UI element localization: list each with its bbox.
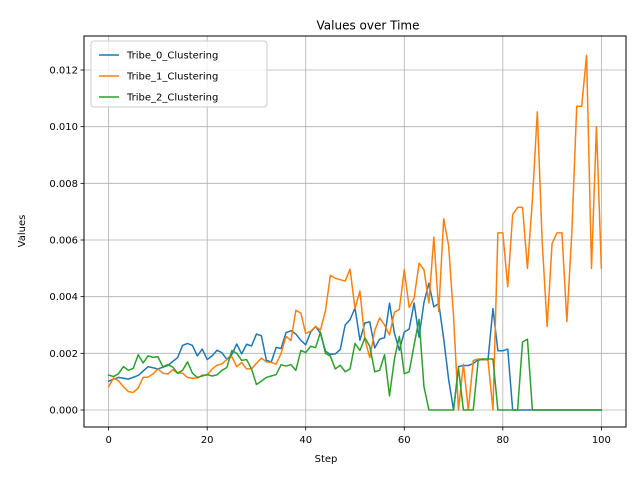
plot-frame (83, 35, 627, 428)
y-tick-label: 0.004 (49, 292, 78, 303)
x-tick-label: 20 (201, 435, 214, 446)
series-line-2 (107, 318, 603, 411)
y-tick-label: 0.012 (49, 66, 78, 77)
grid (84, 36, 626, 427)
x-tick-label: 100 (592, 435, 611, 446)
series-line-0 (107, 282, 603, 411)
x-axis: 0 20 40 60 80 100 (105, 427, 611, 446)
x-axis-label: Step (315, 454, 338, 465)
x-tick-label: 0 (105, 435, 111, 446)
series-line-1 (107, 54, 603, 411)
y-tick-label: 0.008 (49, 179, 78, 190)
y-tick-label: 0.006 (49, 236, 78, 247)
series-lines (107, 54, 603, 411)
y-tick-label: 0.010 (49, 122, 78, 133)
x-tick-label: 80 (496, 435, 509, 446)
legend: Tribe_0_Clustering Tribe_1_Clustering Trib… (90, 40, 268, 108)
y-axis-label: Values (17, 215, 28, 248)
x-tick-label: 60 (398, 435, 411, 446)
y-tick-label: 0.000 (49, 406, 78, 417)
chart-title: Values over Time (317, 19, 420, 33)
legend-label-0: Tribe_0_Clustering (126, 51, 218, 62)
y-axis: 0.000 0.002 0.004 0.006 0.008 0.010 0.012 (49, 66, 84, 417)
legend-label-1: Tribe_1_Clustering (126, 72, 218, 83)
legend-box (90, 40, 268, 108)
y-tick-label: 0.002 (49, 349, 78, 360)
legend-label-2: Tribe_2_Clustering (126, 93, 218, 104)
x-tick-label: 40 (299, 435, 312, 446)
